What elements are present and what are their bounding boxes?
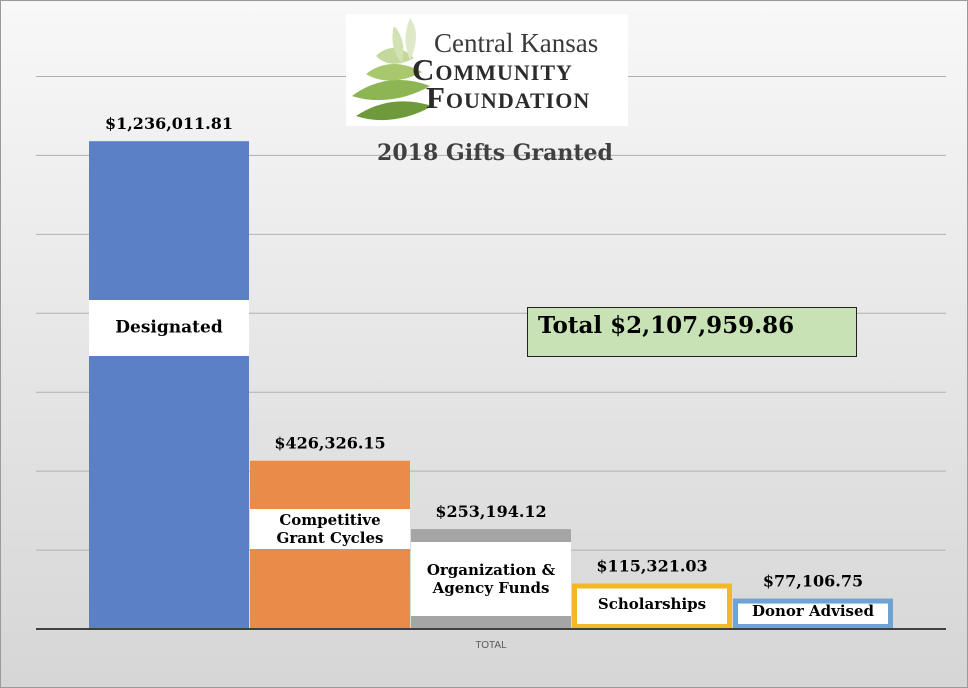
category-label-competitive-grant-cycles: Competitive <box>279 511 380 529</box>
category-label-scholarships: Scholarships <box>598 595 706 613</box>
category-label-donor-advised: Donor Advised <box>752 602 875 620</box>
value-label-designated: $1,236,011.81 <box>105 114 233 133</box>
bar-inner-donor-advised <box>738 603 888 624</box>
bar-inner-scholarships <box>577 588 727 624</box>
value-label-organization-agency-funds: $253,194.12 <box>435 502 546 521</box>
category-label-organization-agency-funds: Organization & <box>427 561 556 579</box>
value-label-scholarships: $115,321.03 <box>596 556 707 575</box>
value-label-donor-advised: $77,106.75 <box>763 572 863 591</box>
total-label: Total $2,107,959.86 <box>538 312 795 339</box>
chart-title: 2018 Gifts Granted <box>377 140 613 166</box>
category-label-designated: Designated <box>115 318 223 338</box>
category-label-competitive-grant-cycles: Grant Cycles <box>277 529 384 547</box>
value-label-competitive-grant-cycles: $426,326.15 <box>274 434 385 453</box>
total-box: Total $2,107,959.86 <box>527 307 857 357</box>
label-band-designated <box>89 300 249 356</box>
foundation-logo: Central Kansas Community Foundation <box>346 14 628 126</box>
leaf-icon <box>352 18 432 121</box>
x-tick-label: TOTAL <box>475 640 507 651</box>
label-band-organization-agency-funds <box>411 542 571 616</box>
bar-designated <box>89 141 249 630</box>
logo-text-line3: Foundation <box>426 80 591 115</box>
label-band-competitive-grant-cycles <box>250 509 410 549</box>
logo-text-line1: Central Kansas <box>434 28 599 58</box>
logo-text-line2: Community <box>412 52 573 87</box>
category-label-organization-agency-funds: Agency Funds <box>432 579 550 597</box>
